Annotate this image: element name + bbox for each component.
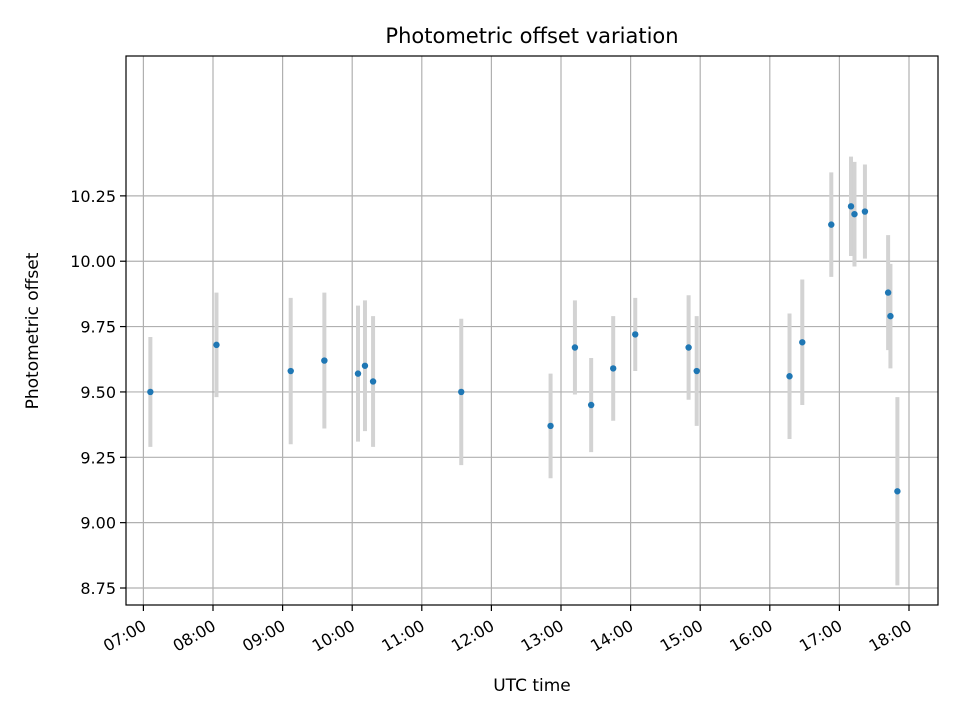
data-point [685, 344, 692, 351]
x-axis-label: UTC time [493, 676, 571, 696]
y-tick-label: 10.25 [70, 187, 116, 206]
data-point [851, 210, 858, 218]
data-point [828, 221, 835, 228]
data-point [884, 289, 892, 296]
plot-frame [125, 55, 939, 606]
data-point [571, 344, 579, 351]
data-point [321, 357, 328, 364]
y-tick-label: 9.50 [80, 383, 116, 402]
y-tick-label: 9.75 [80, 318, 116, 337]
y-tick-label: 10.00 [70, 252, 116, 271]
data-point [587, 401, 595, 409]
data-point [354, 370, 362, 377]
data-point [847, 203, 855, 210]
data-point [887, 312, 894, 320]
data-point [693, 367, 700, 375]
data-point [147, 388, 154, 396]
data-point [547, 422, 554, 430]
y-axis-ticks: 8.75 9.00 9.25 9.50 9.75 10.00 10.25 [70, 187, 126, 598]
chart-title: Photometric offset variation [385, 24, 678, 48]
data-point [786, 373, 793, 380]
data-point [287, 367, 294, 375]
y-axis-label: Photometric offset [23, 252, 43, 409]
y-tick-label: 9.00 [80, 514, 116, 533]
data-point [861, 208, 869, 215]
data-point [369, 378, 377, 385]
data-point [610, 365, 617, 372]
data-points [147, 203, 901, 495]
y-tick-label: 9.25 [80, 448, 116, 467]
data-point [894, 488, 901, 495]
data-point [799, 339, 806, 346]
data-point [213, 341, 220, 349]
data-point [361, 362, 369, 369]
data-point [458, 388, 465, 396]
y-tick-label: 8.75 [80, 579, 116, 598]
data-point [632, 331, 639, 338]
grid [126, 56, 938, 605]
